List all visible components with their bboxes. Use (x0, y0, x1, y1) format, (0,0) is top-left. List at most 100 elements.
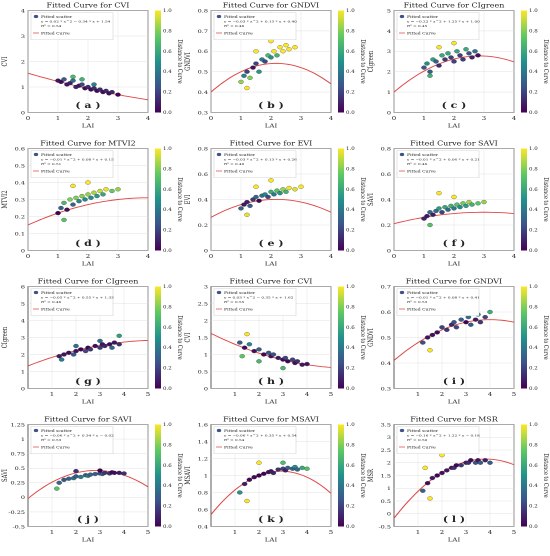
scatter-point (434, 473, 440, 478)
chart-title: Fitted Curve for MTVI2 (40, 140, 135, 148)
y-tick-label: 2.5 (381, 448, 392, 453)
x-tick-label: 1 (239, 254, 244, 260)
scatter-point (256, 198, 262, 203)
colorbar (155, 424, 161, 527)
colorbar (155, 10, 161, 113)
scatter-point (102, 470, 108, 475)
colorbar-tick-label: 0.8 (163, 167, 172, 172)
colorbar-label: Distance to Curve (542, 315, 549, 360)
scatter-point (427, 222, 433, 228)
scatter-point (92, 471, 98, 477)
colorbar-tick-label: 0.4 (346, 208, 355, 213)
scatter-point (285, 465, 291, 470)
scatter-point (70, 202, 76, 207)
scatter-point (434, 330, 440, 335)
scatter-point (246, 342, 253, 347)
scatter-point (64, 207, 70, 212)
x-axis-label: LAI (265, 123, 278, 129)
legend-scatter-marker (33, 290, 39, 295)
legend-equation: y = −0.01 * x^2 + 0.08 * x + 0.41 (406, 296, 480, 299)
scatter-point (66, 350, 72, 355)
y-tick-label: 0 (387, 249, 392, 254)
y-tick-label: 2 (204, 319, 209, 324)
legend-scatter-marker (399, 290, 405, 295)
fitted-curve-line (27, 470, 149, 499)
y-tick-label: 0 (387, 512, 392, 517)
scatter-point (111, 340, 118, 345)
scatter-point (424, 481, 431, 486)
colorbar-tick-label: 0.0 (346, 249, 355, 254)
scatter-point (468, 458, 474, 463)
legend-r2: R² = 0.46 (41, 300, 62, 303)
colorbar-tick-label: 0.8 (346, 443, 355, 448)
y-axis-label: MSR (367, 469, 375, 482)
scatter-point (73, 349, 79, 354)
panel-label: ( l ) (443, 515, 465, 524)
scatter-point (436, 206, 442, 211)
scatter-point (247, 203, 253, 208)
scatter-point (262, 59, 268, 64)
chart-panel-6: 0 1 2 3 4 0 0.2 0.4 0.6 0.8 Fitted Curve for SAVI L… (366, 138, 549, 280)
y-tick-label: 1 (387, 91, 391, 96)
y-tick-label: 0 (387, 111, 392, 116)
colorbar-tick-label: 0.8 (346, 167, 355, 172)
legend-r2: R² = 0.54 (41, 24, 62, 27)
legend-label: Fitted Curve (41, 445, 71, 449)
x-axis-label: LAI (82, 399, 95, 405)
y-tick-label: 0.6 (198, 50, 209, 55)
y-tick-label: 0.6 (381, 172, 392, 177)
colorbar-tick-label: 0.6 (163, 463, 172, 468)
y-tick-label: 1.2 (198, 457, 209, 462)
scatter-point (436, 191, 442, 196)
scatter-point (241, 481, 248, 487)
colorbar-tick-label: 0.6 (529, 463, 538, 468)
scatter-point (436, 63, 442, 68)
chart-panel-2: 0 1 2 3 4 0.3 0.4 0.5 0.6 0.7 0.8 Fitted Curve for … (183, 0, 366, 142)
y-tick-label: 3 (204, 285, 209, 290)
scatter-point (421, 65, 427, 70)
scatter-point (275, 467, 281, 472)
scatter-point (66, 476, 72, 481)
colorbar-tick-label: 0.2 (163, 366, 172, 371)
legend-label: Fitted scatter (224, 429, 255, 433)
y-tick-label: 1 (387, 487, 391, 492)
legend-label: Fitted scatter (41, 291, 72, 295)
chart-svg: 0 1 2 3 4 0 0.1 0.2 0.3 0.4 0.5 0.6 Fitted Curve for… (1, 140, 182, 268)
y-tick-label: -0.5 (378, 525, 391, 530)
colorbar-tick-label: 0.4 (529, 208, 538, 213)
scatter-point (97, 468, 103, 473)
scatter-point (56, 480, 62, 485)
x-tick-label: 4 (512, 254, 517, 260)
y-tick-label: 3.5 (381, 423, 392, 428)
colorbar-label: Distance to Curve (176, 39, 183, 84)
x-tick-label: 1 (422, 254, 427, 260)
colorbar-tick-label: 0.0 (346, 387, 355, 392)
scatter-point (78, 474, 84, 480)
legend-label: Fitted Curve (407, 31, 437, 35)
legend-box (396, 12, 480, 40)
colorbar-tick-label: 0.0 (163, 525, 172, 530)
chart-svg: 1 2 3 4 5 0 1 2 3 4 5 6 Fitted Curve for CIgreen LAI C… (1, 278, 182, 406)
y-tick-label: 1 (204, 353, 208, 358)
scatter-point (453, 463, 460, 468)
scatter-point (277, 191, 283, 196)
y-tick-label: 4 (387, 29, 392, 34)
x-tick-label: 4 (122, 530, 127, 536)
scatter-point (420, 340, 426, 345)
scatter-point (58, 357, 65, 362)
y-tick-label: 4 (21, 9, 26, 14)
legend-label: Fitted scatter (41, 429, 72, 433)
scatter-point (458, 463, 464, 468)
scatter-point (100, 192, 106, 197)
scatter-point (294, 359, 301, 364)
scatter-point (274, 53, 280, 58)
scatter-point (70, 74, 76, 79)
scatter-point (82, 197, 88, 202)
y-axis-label: MTVI2 (1, 190, 9, 208)
scatter-point (482, 315, 488, 320)
scatter-point (282, 355, 289, 360)
colorbar-tick-label: 1.0 (529, 9, 538, 14)
scatter-point (463, 320, 469, 325)
y-tick-label: 5 (387, 9, 392, 14)
